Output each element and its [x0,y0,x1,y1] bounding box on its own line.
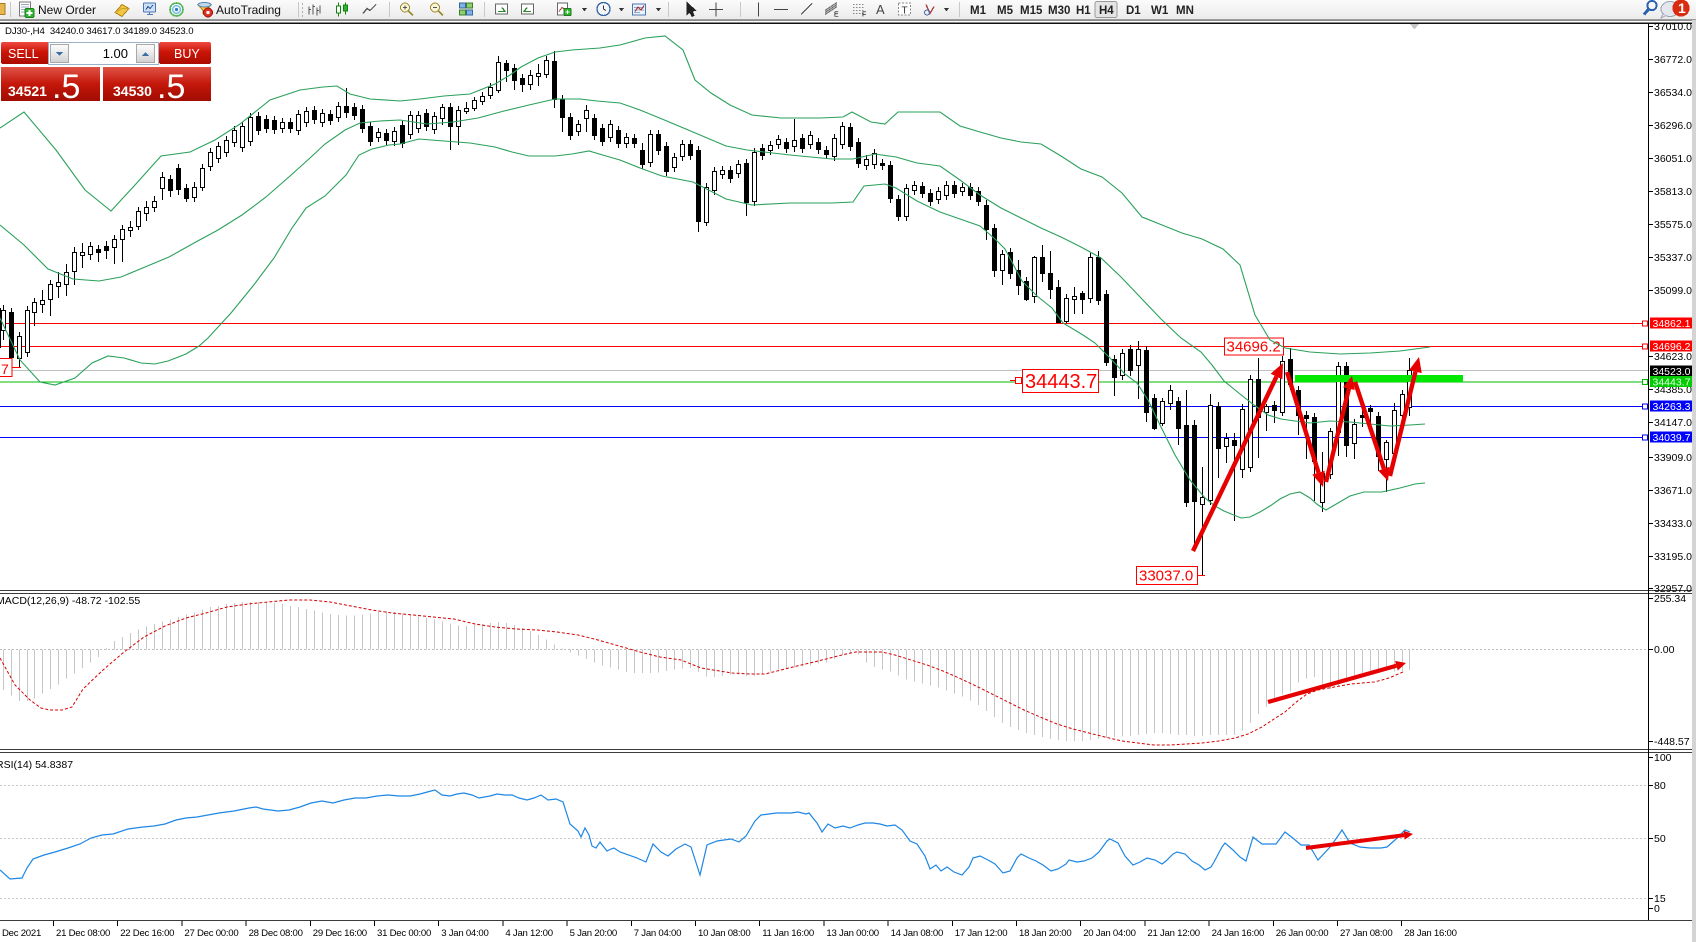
svg-text:.5: .5 [52,68,80,106]
svg-text:34696.2: 34696.2 [1653,341,1691,353]
svg-text:36296.0: 36296.0 [1654,120,1692,132]
svg-text:T: T [902,6,908,17]
svg-text:36772.0: 36772.0 [1654,54,1692,66]
svg-text:7: 7 [1,361,9,377]
svg-text:M30: M30 [1048,5,1070,17]
svg-text:M5: M5 [997,5,1014,17]
svg-text:34523.0: 34523.0 [1653,366,1691,378]
svg-text:MN: MN [1176,5,1194,17]
svg-text:18 Jan 20:00: 18 Jan 20:00 [1019,928,1071,939]
svg-text:34521: 34521 [8,83,47,99]
svg-text:0.00: 0.00 [1654,644,1675,656]
svg-text:33037.0: 33037.0 [1139,568,1193,585]
svg-text:34530: 34530 [113,83,152,99]
svg-text:33909.0: 33909.0 [1654,452,1692,464]
svg-text:31 Dec 00:00: 31 Dec 00:00 [377,928,431,939]
svg-text:4 Jan 12:00: 4 Jan 12:00 [505,928,552,939]
svg-text:15: 15 [1654,893,1666,905]
svg-text:33433.0: 33433.0 [1654,518,1692,530]
svg-text:Dec 2021: Dec 2021 [2,928,41,939]
svg-text:37010.0: 37010.0 [1654,21,1692,33]
svg-text:26 Jan 00:00: 26 Jan 00:00 [1276,928,1328,939]
svg-text:AutoTrading: AutoTrading [216,3,281,17]
svg-text:-448.57: -448.57 [1654,736,1690,748]
svg-text:34147.0: 34147.0 [1654,417,1692,429]
svg-text:3 Jan 04:00: 3 Jan 04:00 [441,928,488,939]
svg-text:.5: .5 [157,68,185,106]
svg-text:1: 1 [1678,0,1686,16]
svg-text:35337.0: 35337.0 [1654,252,1692,264]
svg-text:28 Jan 16:00: 28 Jan 16:00 [1404,928,1456,939]
svg-text:7 Jan 04:00: 7 Jan 04:00 [634,928,681,939]
svg-text:35575.0: 35575.0 [1654,219,1692,231]
svg-text:0: 0 [1654,903,1660,915]
svg-text:27 Dec 00:00: 27 Dec 00:00 [184,928,238,939]
svg-text:36534.0: 36534.0 [1654,87,1692,99]
svg-text:H1: H1 [1076,5,1091,17]
svg-text:M1: M1 [970,5,987,17]
svg-text:36051.0: 36051.0 [1654,153,1692,165]
svg-text:34039.7: 34039.7 [1653,432,1691,444]
svg-text:F: F [862,12,866,19]
svg-text:33671.0: 33671.0 [1654,485,1692,497]
svg-text:34263.3: 34263.3 [1653,401,1691,413]
svg-text:20 Jan 04:00: 20 Jan 04:00 [1083,928,1135,939]
svg-text:MACD(12,26,9) -48.72 -102.55: MACD(12,26,9) -48.72 -102.55 [0,595,140,607]
svg-text:RSI(14) 54.8387: RSI(14) 54.8387 [0,759,73,771]
svg-text:E: E [834,12,839,19]
svg-text:M15: M15 [1020,5,1043,17]
svg-text:13 Jan 00:00: 13 Jan 00:00 [826,928,878,939]
svg-text:35813.0: 35813.0 [1654,186,1692,198]
svg-text:17 Jan 12:00: 17 Jan 12:00 [955,928,1007,939]
svg-text:BUY: BUY [174,47,200,61]
svg-text:34443.7: 34443.7 [1025,371,1097,393]
svg-text:255.34: 255.34 [1654,593,1686,605]
svg-text:24 Jan 16:00: 24 Jan 16:00 [1212,928,1264,939]
svg-text:5 Jan 20:00: 5 Jan 20:00 [570,928,617,939]
svg-text:H4: H4 [1099,5,1114,17]
svg-text:35099.0: 35099.0 [1654,285,1692,297]
svg-text:27 Jan 08:00: 27 Jan 08:00 [1340,928,1392,939]
svg-text:New Order: New Order [38,3,96,17]
svg-text:D1: D1 [1126,5,1141,17]
svg-text:A: A [876,2,885,17]
svg-text:100: 100 [1654,752,1672,764]
svg-text:22 Dec 16:00: 22 Dec 16:00 [120,928,174,939]
svg-text:21 Jan 12:00: 21 Jan 12:00 [1147,928,1199,939]
svg-text:34862.1: 34862.1 [1653,318,1691,330]
svg-text:34696.2: 34696.2 [1227,339,1281,356]
svg-text:1.00: 1.00 [103,46,128,61]
svg-text:80: 80 [1654,780,1666,792]
svg-text:50: 50 [1654,833,1666,845]
svg-text:34623.0: 34623.0 [1654,351,1692,363]
svg-text:DJ30-,H4 34240.0 34617.0 3418: DJ30-,H4 34240.0 34617.0 34189.0 34523.0 [5,26,193,37]
svg-text:28 Dec 08:00: 28 Dec 08:00 [249,928,303,939]
svg-text:34443.7: 34443.7 [1653,377,1691,389]
svg-text:21 Dec 08:00: 21 Dec 08:00 [56,928,110,939]
svg-text:10 Jan 08:00: 10 Jan 08:00 [698,928,750,939]
svg-text:29 Dec 16:00: 29 Dec 16:00 [313,928,367,939]
svg-text:33195.0: 33195.0 [1654,551,1692,563]
svg-text:W1: W1 [1151,5,1169,17]
svg-text:14 Jan 08:00: 14 Jan 08:00 [891,928,943,939]
svg-text:11 Jan 16:00: 11 Jan 16:00 [762,928,814,939]
svg-text:SELL: SELL [8,47,39,61]
svg-text:32957.0: 32957.0 [1654,583,1692,595]
